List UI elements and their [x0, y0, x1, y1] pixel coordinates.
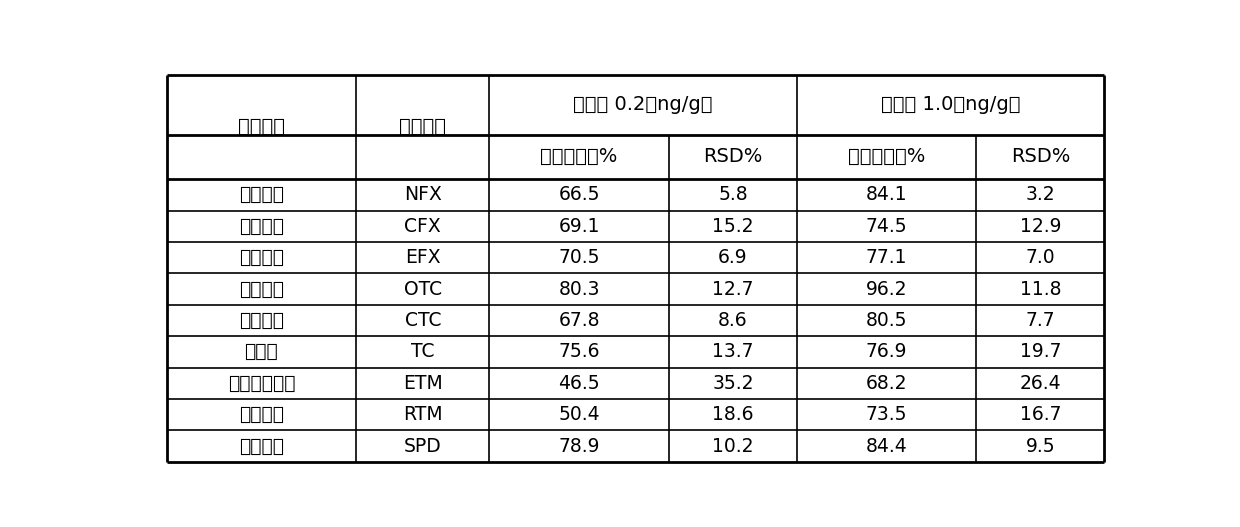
Text: RSD%: RSD%	[703, 148, 763, 167]
Text: 78.9: 78.9	[558, 436, 600, 455]
Text: 5.8: 5.8	[718, 186, 748, 204]
Text: 67.8: 67.8	[558, 311, 600, 330]
Text: 69.1: 69.1	[558, 217, 600, 236]
Text: 96.2: 96.2	[866, 279, 908, 298]
Text: RTM: RTM	[403, 405, 443, 424]
Text: 中文名称: 中文名称	[238, 118, 285, 136]
Text: SPD: SPD	[404, 436, 441, 455]
Text: 84.1: 84.1	[866, 186, 908, 204]
Text: 诺氟沙星: 诺氟沙星	[239, 186, 284, 204]
Text: NFX: NFX	[404, 186, 441, 204]
Text: 加标量 1.0（ng/g）: 加标量 1.0（ng/g）	[880, 95, 1021, 114]
Text: 46.5: 46.5	[558, 374, 600, 393]
Text: 四环素: 四环素	[244, 343, 278, 362]
Text: 氯四环素: 氯四环素	[239, 311, 284, 330]
Text: 73.5: 73.5	[866, 405, 908, 424]
Text: 70.5: 70.5	[558, 248, 600, 267]
Text: 50.4: 50.4	[558, 405, 600, 424]
Text: 76.9: 76.9	[866, 343, 908, 362]
Text: 平均回收率%: 平均回收率%	[541, 148, 618, 167]
Text: 脱水罗红霉素: 脱水罗红霉素	[228, 374, 295, 393]
Text: CTC: CTC	[404, 311, 441, 330]
Text: 75.6: 75.6	[558, 343, 600, 362]
Text: 罗红霉素: 罗红霉素	[239, 405, 284, 424]
Text: 10.2: 10.2	[712, 436, 754, 455]
Text: 66.5: 66.5	[558, 186, 600, 204]
Text: 6.9: 6.9	[718, 248, 748, 267]
Text: 19.7: 19.7	[1019, 343, 1061, 362]
Text: 16.7: 16.7	[1019, 405, 1061, 424]
Text: 8.6: 8.6	[718, 311, 748, 330]
Text: TC: TC	[410, 343, 434, 362]
Text: RSD%: RSD%	[1011, 148, 1070, 167]
Text: 氧四环素: 氧四环素	[239, 279, 284, 298]
Text: 68.2: 68.2	[866, 374, 908, 393]
Text: 84.4: 84.4	[866, 436, 908, 455]
Text: 平均回收率%: 平均回收率%	[848, 148, 925, 167]
Text: ETM: ETM	[403, 374, 443, 393]
Text: 9.5: 9.5	[1025, 436, 1055, 455]
Text: 环丙沙星: 环丙沙星	[239, 217, 284, 236]
Text: 80.3: 80.3	[558, 279, 600, 298]
Text: 7.0: 7.0	[1025, 248, 1055, 267]
Text: 15.2: 15.2	[712, 217, 754, 236]
Text: 磺胺吡啶: 磺胺吡啶	[239, 436, 284, 455]
Text: 英文简称: 英文简称	[399, 118, 446, 136]
Text: 74.5: 74.5	[866, 217, 908, 236]
Text: 加标量 0.2（ng/g）: 加标量 0.2（ng/g）	[573, 95, 713, 114]
Text: 26.4: 26.4	[1019, 374, 1061, 393]
Text: 80.5: 80.5	[866, 311, 908, 330]
Text: 12.9: 12.9	[1019, 217, 1061, 236]
Text: EFX: EFX	[405, 248, 440, 267]
Text: 35.2: 35.2	[712, 374, 754, 393]
Text: 3.2: 3.2	[1025, 186, 1055, 204]
Text: 7.7: 7.7	[1025, 311, 1055, 330]
Text: CFX: CFX	[404, 217, 441, 236]
Text: 12.7: 12.7	[712, 279, 754, 298]
Text: 77.1: 77.1	[866, 248, 908, 267]
Text: OTC: OTC	[404, 279, 441, 298]
Text: 18.6: 18.6	[712, 405, 754, 424]
Text: 11.8: 11.8	[1019, 279, 1061, 298]
Text: 恩氟沙星: 恩氟沙星	[239, 248, 284, 267]
Text: 13.7: 13.7	[712, 343, 754, 362]
